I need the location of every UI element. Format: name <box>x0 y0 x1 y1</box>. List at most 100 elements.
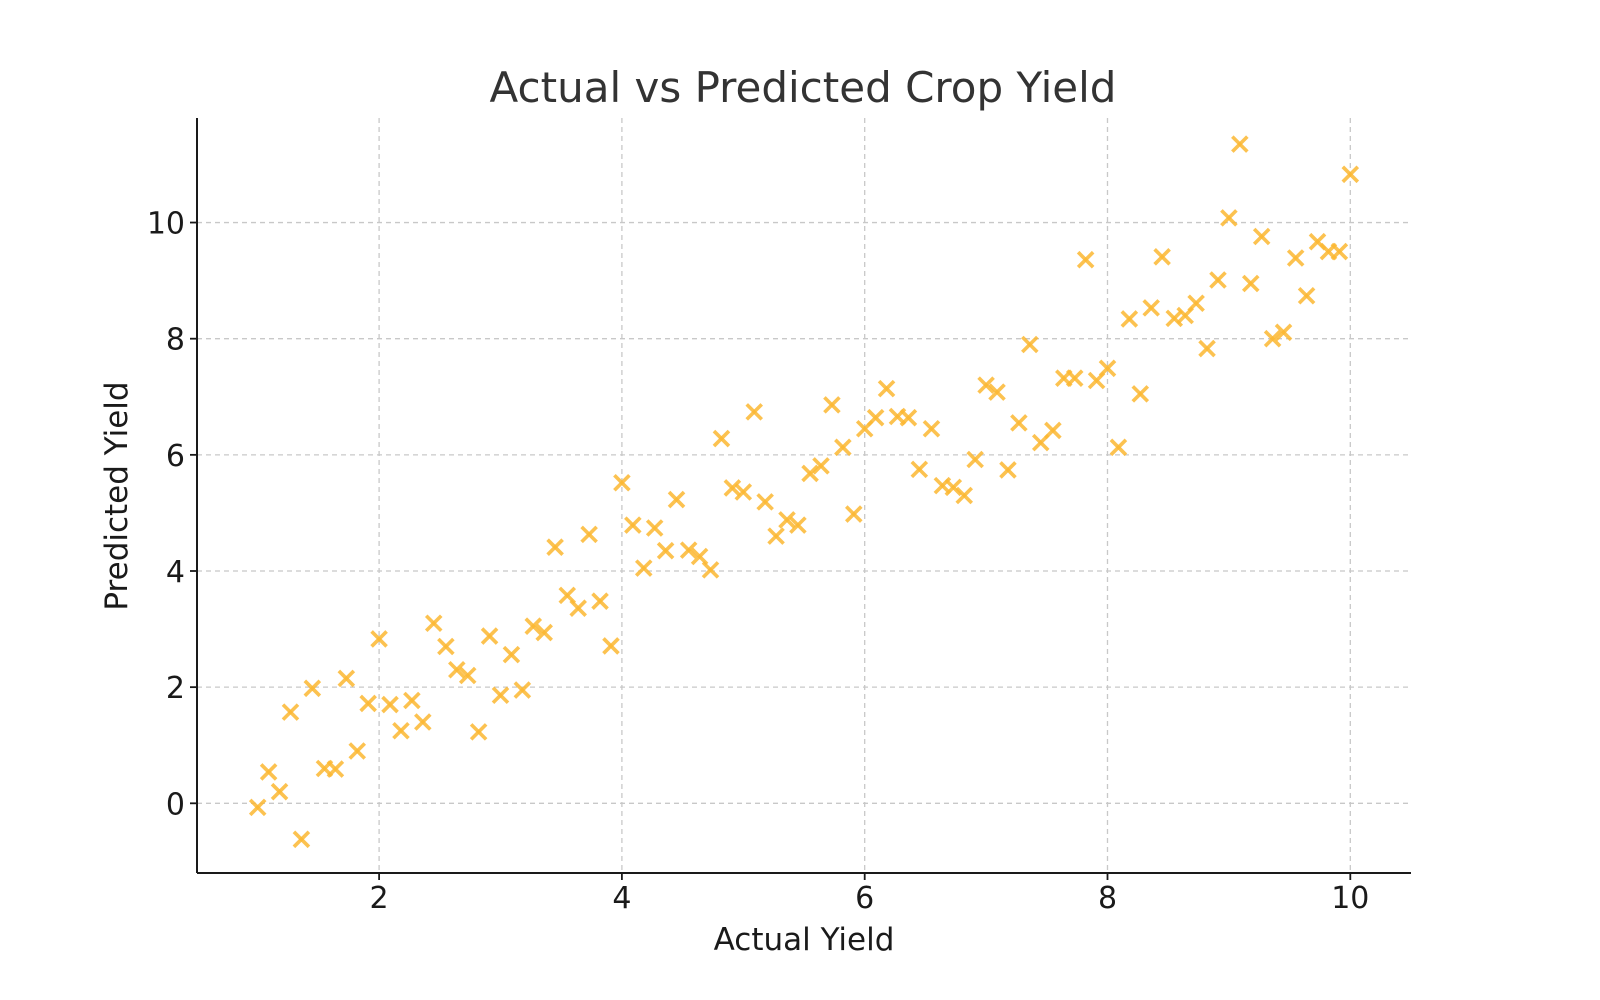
data-point <box>491 686 510 705</box>
y-axis-label: Predicted Yield <box>99 381 135 610</box>
data-point <box>845 505 863 523</box>
data-point <box>613 473 631 492</box>
data-point <box>1241 274 1260 293</box>
data-point <box>569 599 587 617</box>
data-point <box>270 782 289 801</box>
data-point <box>656 541 675 560</box>
data-point <box>910 460 929 479</box>
data-point <box>1021 335 1039 354</box>
ticks: 2 4 6 8 10 0 2 4 6 8 10 <box>147 207 1370 916</box>
data-point <box>602 637 620 655</box>
data-point <box>789 516 807 534</box>
data-point <box>866 408 885 427</box>
data-point <box>370 630 388 648</box>
data-point <box>381 695 399 714</box>
data-point <box>1231 135 1249 153</box>
data-point <box>414 713 432 731</box>
data-point <box>480 627 499 645</box>
data-point <box>580 525 598 544</box>
data-point <box>944 478 963 497</box>
data-point <box>1098 359 1117 378</box>
chart-title: Actual vs Predicted Crop Yield <box>490 63 1117 112</box>
data-point <box>823 396 841 414</box>
data-point <box>1286 249 1305 267</box>
y-tick-label: 8 <box>166 323 185 358</box>
data-point <box>1065 369 1084 387</box>
data-point <box>348 742 367 760</box>
data-point <box>1142 299 1160 317</box>
data-point <box>1044 421 1062 440</box>
data-point <box>701 561 720 579</box>
x-axis-label: Actual Yield <box>714 922 895 958</box>
data-point <box>977 376 995 394</box>
grid <box>197 118 1411 873</box>
data-point <box>502 645 521 664</box>
data-point <box>292 830 311 849</box>
data-point <box>723 479 742 497</box>
data-point <box>1187 294 1205 313</box>
data-point <box>524 617 543 635</box>
data-point <box>535 623 553 642</box>
data-point <box>999 461 1017 479</box>
data-point <box>337 669 356 688</box>
data-point <box>778 511 796 529</box>
data-point <box>679 541 698 559</box>
data-point <box>767 527 785 545</box>
data-point <box>899 408 918 427</box>
data-point <box>988 383 1006 401</box>
data-point <box>1341 165 1360 184</box>
data-point <box>546 538 564 556</box>
data-point <box>1252 227 1271 246</box>
data-point <box>1330 242 1349 261</box>
y-tick-label: 6 <box>166 439 185 474</box>
data-point <box>966 450 984 469</box>
data-point <box>1109 438 1128 457</box>
data-point <box>634 559 653 577</box>
data-point <box>834 438 852 457</box>
data-point <box>437 637 455 656</box>
data-point <box>403 691 421 710</box>
data-point <box>1263 329 1282 348</box>
x-tick-label: 10 <box>1331 881 1369 916</box>
data-point <box>1209 271 1227 289</box>
data-point <box>326 760 345 778</box>
data-point <box>922 419 941 438</box>
data-point <box>877 379 896 398</box>
x-tick-label: 4 <box>612 881 631 916</box>
data-point <box>424 614 443 633</box>
data-point <box>667 490 686 509</box>
y-tick-label: 0 <box>166 787 185 822</box>
y-tick-label: 2 <box>166 671 185 706</box>
data-point <box>513 681 532 699</box>
data-point <box>645 519 664 537</box>
data-point <box>734 483 753 501</box>
data-point <box>1153 248 1171 266</box>
data-point <box>1076 250 1095 269</box>
data-point <box>756 493 774 511</box>
data-point <box>1220 209 1238 227</box>
x-tick-label: 2 <box>370 881 389 916</box>
data-point <box>458 666 477 685</box>
data-point <box>392 721 410 740</box>
data-point <box>1010 414 1028 432</box>
axes <box>196 118 1411 874</box>
x-tick-label: 6 <box>855 881 874 916</box>
x-tick-label: 8 <box>1098 881 1117 916</box>
y-tick-label: 10 <box>147 207 185 242</box>
data-point <box>712 429 731 448</box>
data-point <box>812 457 830 475</box>
data-point <box>624 516 642 534</box>
data-point <box>1198 339 1216 358</box>
data-point <box>1274 323 1293 342</box>
data-point <box>359 694 377 713</box>
data-point <box>591 592 609 610</box>
data-point <box>1297 286 1316 305</box>
data-point <box>248 798 267 817</box>
data-point <box>801 464 819 483</box>
data-point <box>1120 310 1139 328</box>
data-point <box>1131 385 1150 403</box>
data-point <box>303 679 322 698</box>
data-points <box>248 135 1360 849</box>
data-point <box>259 763 278 781</box>
